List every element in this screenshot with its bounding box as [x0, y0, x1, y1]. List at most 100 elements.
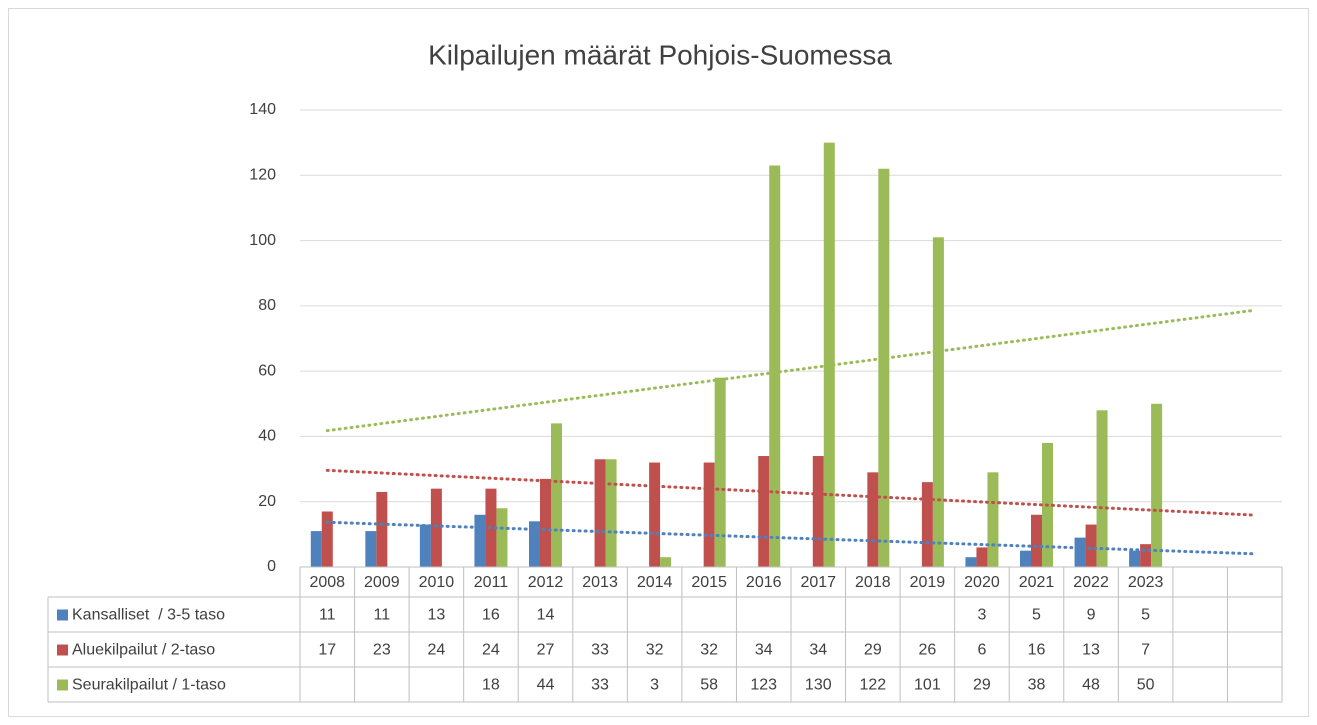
bar [812, 456, 824, 567]
chart-border [8, 8, 1309, 717]
table-value: 3 [650, 677, 659, 694]
table-value: 14 [537, 607, 555, 624]
bar [321, 511, 333, 567]
table-value: 3 [977, 607, 986, 624]
table-value: 58 [700, 677, 718, 694]
bar [1140, 544, 1152, 567]
bar [976, 547, 988, 567]
y-tick-label: 0 [267, 558, 276, 575]
table-value: 11 [374, 607, 391, 624]
x-tick-label: 2023 [1128, 574, 1164, 591]
bar [419, 524, 431, 567]
table-value: 27 [537, 642, 555, 659]
table-value: 32 [646, 642, 664, 659]
table-value: 24 [482, 642, 500, 659]
bar [594, 459, 606, 567]
bar [660, 557, 672, 567]
y-tick-label: 20 [258, 493, 276, 510]
x-tick-label: 2021 [1019, 574, 1055, 591]
y-tick-label: 40 [258, 428, 276, 445]
bar [1096, 410, 1108, 567]
bar [1074, 537, 1086, 567]
x-tick-label: 2017 [800, 574, 836, 591]
chart-title: Kilpailujen määrät Pohjois-Suomessa [428, 39, 892, 70]
y-tick-label: 80 [258, 297, 276, 314]
table-value: 9 [1087, 607, 1096, 624]
table-value: 24 [427, 642, 445, 659]
x-tick-label: 2011 [474, 574, 509, 591]
x-tick-label: 2018 [855, 574, 891, 591]
table-value: 34 [755, 642, 773, 659]
bar [932, 237, 944, 568]
table-value: 122 [859, 677, 886, 694]
table-value: 18 [482, 677, 500, 694]
table-value: 5 [1032, 607, 1041, 624]
bar [758, 456, 770, 567]
bar [551, 423, 562, 567]
bar [965, 557, 977, 567]
bar [310, 531, 322, 567]
legend-label: Kansalliset / 3-5 taso [72, 607, 225, 624]
table-value: 32 [700, 642, 718, 659]
bar [1020, 550, 1031, 567]
table-value: 29 [864, 642, 882, 659]
x-tick-label: 2012 [528, 574, 564, 591]
table-value: 5 [1141, 607, 1150, 624]
table-value: 50 [1137, 677, 1155, 694]
x-tick-label: 2014 [637, 574, 673, 591]
bar [365, 531, 377, 567]
legend-label: Seurakilpailut / 1-taso [72, 677, 226, 694]
bar [703, 462, 715, 567]
bar [714, 377, 726, 567]
legend-key [57, 609, 68, 621]
bar [540, 478, 551, 567]
table-value: 7 [1141, 642, 1150, 659]
table-value: 16 [482, 607, 500, 624]
table-value: 48 [1082, 677, 1100, 694]
table-value: 44 [537, 677, 555, 694]
x-tick-label: 2009 [364, 574, 400, 591]
bar [496, 508, 508, 567]
x-tick-label: 2008 [309, 574, 345, 591]
bar [376, 491, 388, 567]
y-tick-label: 120 [249, 167, 276, 184]
x-tick-label: 2020 [964, 574, 1000, 591]
trendline [325, 308, 1257, 433]
table-value: 101 [914, 677, 941, 694]
y-tick-label: 60 [258, 362, 276, 379]
legend-label: Aluekilpailut / 2-taso [72, 642, 215, 659]
bar [878, 168, 890, 567]
y-tick-label: 140 [249, 101, 276, 118]
x-tick-label: 2013 [582, 574, 618, 591]
bar [474, 514, 486, 567]
bar [430, 488, 442, 567]
bar [867, 472, 879, 567]
table-value: 38 [1028, 677, 1046, 694]
bar [649, 462, 661, 567]
trendline [325, 520, 1257, 556]
bar [1085, 524, 1097, 567]
bar [1031, 514, 1042, 567]
bar [769, 165, 781, 567]
legend-key [57, 644, 68, 656]
bar [1151, 403, 1163, 567]
table-value: 23 [373, 642, 391, 659]
table-value: 17 [318, 642, 336, 659]
y-tick-label: 100 [249, 232, 276, 249]
bar [823, 142, 835, 567]
table-value: 26 [918, 642, 936, 659]
bar [605, 459, 617, 567]
table-value: 16 [1028, 642, 1046, 659]
x-tick-label: 2022 [1073, 574, 1109, 591]
bar [529, 521, 540, 567]
x-tick-label: 2015 [691, 574, 727, 591]
bar [987, 472, 999, 567]
trendline [325, 468, 1257, 517]
table-value: 130 [805, 677, 832, 694]
x-tick-label: 2016 [746, 574, 782, 591]
table-value: 123 [750, 677, 777, 694]
table-value: 34 [809, 642, 827, 659]
table-value: 33 [591, 677, 609, 694]
x-tick-label: 2010 [419, 574, 455, 591]
